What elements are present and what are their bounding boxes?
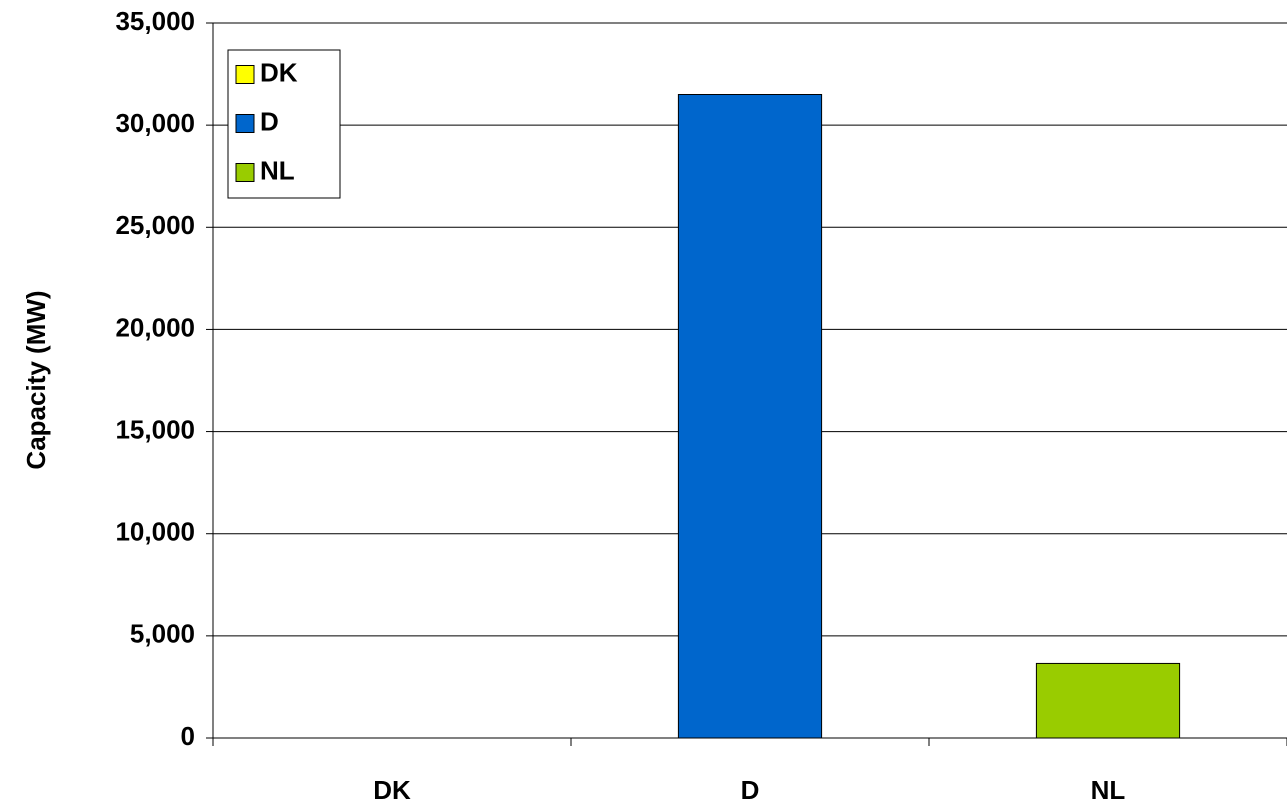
y-tick-label: 10,000	[115, 517, 195, 547]
y-axis-label: Capacity (MW)	[21, 290, 51, 469]
y-tick-label: 25,000	[115, 210, 195, 240]
legend-label: NL	[260, 155, 295, 185]
y-tick-label: 30,000	[115, 108, 195, 138]
y-tick-label: 15,000	[115, 414, 195, 444]
legend-label: DK	[260, 57, 298, 87]
legend-swatch	[235, 163, 255, 182]
legend-label: D	[260, 106, 279, 136]
x-tick-label: DK	[373, 775, 411, 805]
x-tick-label: D	[741, 775, 760, 805]
y-tick-label: 0	[181, 721, 195, 751]
y-tick-label: 35,000	[115, 6, 195, 36]
legend-swatch	[235, 65, 255, 84]
y-tick-label: 5,000	[130, 619, 195, 649]
legend-swatch	[235, 114, 255, 133]
x-tick-label: NL	[1091, 775, 1126, 805]
bar	[677, 94, 823, 739]
bar	[1035, 662, 1181, 739]
y-tick-label: 20,000	[115, 312, 195, 342]
